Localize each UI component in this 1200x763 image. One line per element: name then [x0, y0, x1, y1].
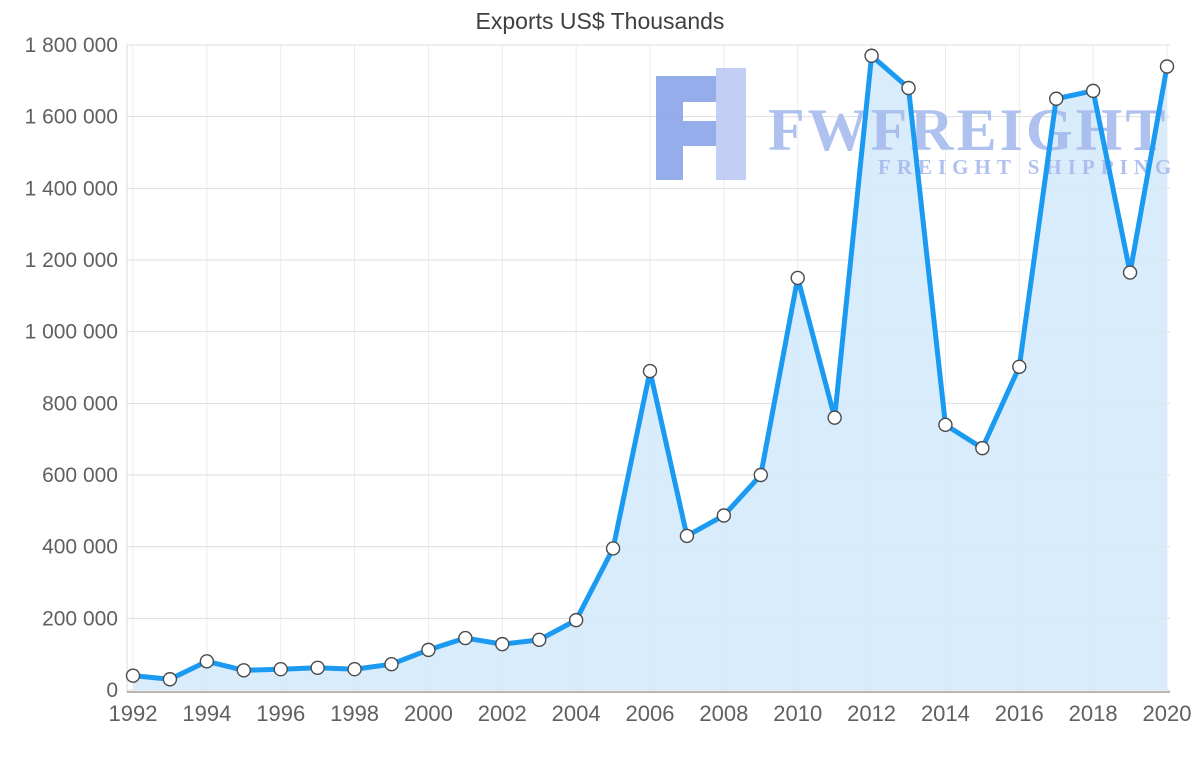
data-point-marker	[384, 657, 399, 672]
y-tick-label: 800 000	[42, 392, 118, 415]
x-tick-label: 1994	[182, 701, 231, 726]
data-point-marker	[1049, 91, 1064, 106]
data-point-marker	[642, 363, 658, 379]
data-point-marker	[1085, 83, 1101, 99]
data-point-marker	[679, 528, 695, 544]
chart-title: Exports US$ Thousands	[475, 8, 725, 34]
x-tick-label: 2018	[1069, 701, 1118, 726]
y-tick-label: 200 000	[42, 607, 118, 630]
x-tick-label: 2006	[626, 701, 675, 726]
data-point-marker	[532, 632, 547, 648]
x-tick-label: 2010	[773, 701, 822, 726]
x-tick-label: 1992	[109, 701, 158, 726]
x-tick-label: 2012	[847, 701, 896, 726]
y-tick-label: 1 400 000	[25, 177, 118, 200]
x-tick-label: 2002	[478, 701, 527, 726]
data-point-marker	[421, 642, 436, 658]
y-tick-label: 1 200 000	[25, 249, 118, 272]
data-point-marker	[162, 672, 178, 687]
data-point-marker	[199, 654, 215, 669]
data-point-marker	[938, 417, 953, 433]
y-tick-label: 1 600 000	[25, 106, 118, 129]
x-tick-label: 2004	[552, 701, 601, 726]
data-point-marker	[827, 410, 842, 425]
data-point-marker	[716, 508, 732, 523]
x-tick-label: 2008	[699, 701, 748, 726]
y-tick-label: 1 800 000	[25, 34, 118, 57]
data-point-marker	[310, 660, 325, 675]
data-point-marker	[125, 668, 141, 683]
data-point-marker	[1122, 265, 1138, 280]
y-tick-label: 400 000	[42, 536, 118, 559]
series-markers	[125, 48, 1175, 687]
x-tick-label: 2020	[1143, 701, 1192, 726]
data-point-marker	[347, 662, 362, 677]
data-point-marker	[605, 541, 621, 556]
y-tick-label: 600 000	[42, 464, 118, 487]
data-point-marker	[1012, 359, 1027, 374]
data-point-marker	[273, 662, 288, 677]
x-tick-label: 2014	[921, 701, 970, 726]
y-tick-label: 0	[106, 679, 118, 702]
data-point-marker	[568, 612, 584, 628]
data-point-marker	[753, 467, 768, 483]
x-tick-label: 2000	[404, 701, 453, 726]
watermark-tagline: FREIGHT SHIPPING	[878, 155, 1177, 179]
data-point-marker	[458, 630, 473, 646]
y-tick-label: 1 000 000	[25, 321, 118, 344]
x-tick-label: 1996	[256, 701, 305, 726]
x-tick-label: 1998	[330, 701, 379, 726]
data-point-marker	[236, 663, 251, 678]
watermark-logo-bar	[716, 68, 746, 180]
data-point-marker	[1159, 59, 1175, 74]
data-point-marker	[975, 440, 990, 456]
data-point-marker	[901, 80, 916, 96]
x-axis-labels: 1992 1994 1996 1998 2000 2002 2004 2006 2008 2010…	[109, 701, 1192, 726]
x-tick-label: 2016	[995, 701, 1044, 726]
data-point-marker	[495, 636, 510, 652]
y-axis-labels: 0 200 000 400 000 600 000 800 000 1 000 000 1 …	[25, 34, 118, 702]
data-point-marker	[864, 48, 879, 63]
data-point-marker	[790, 270, 805, 286]
